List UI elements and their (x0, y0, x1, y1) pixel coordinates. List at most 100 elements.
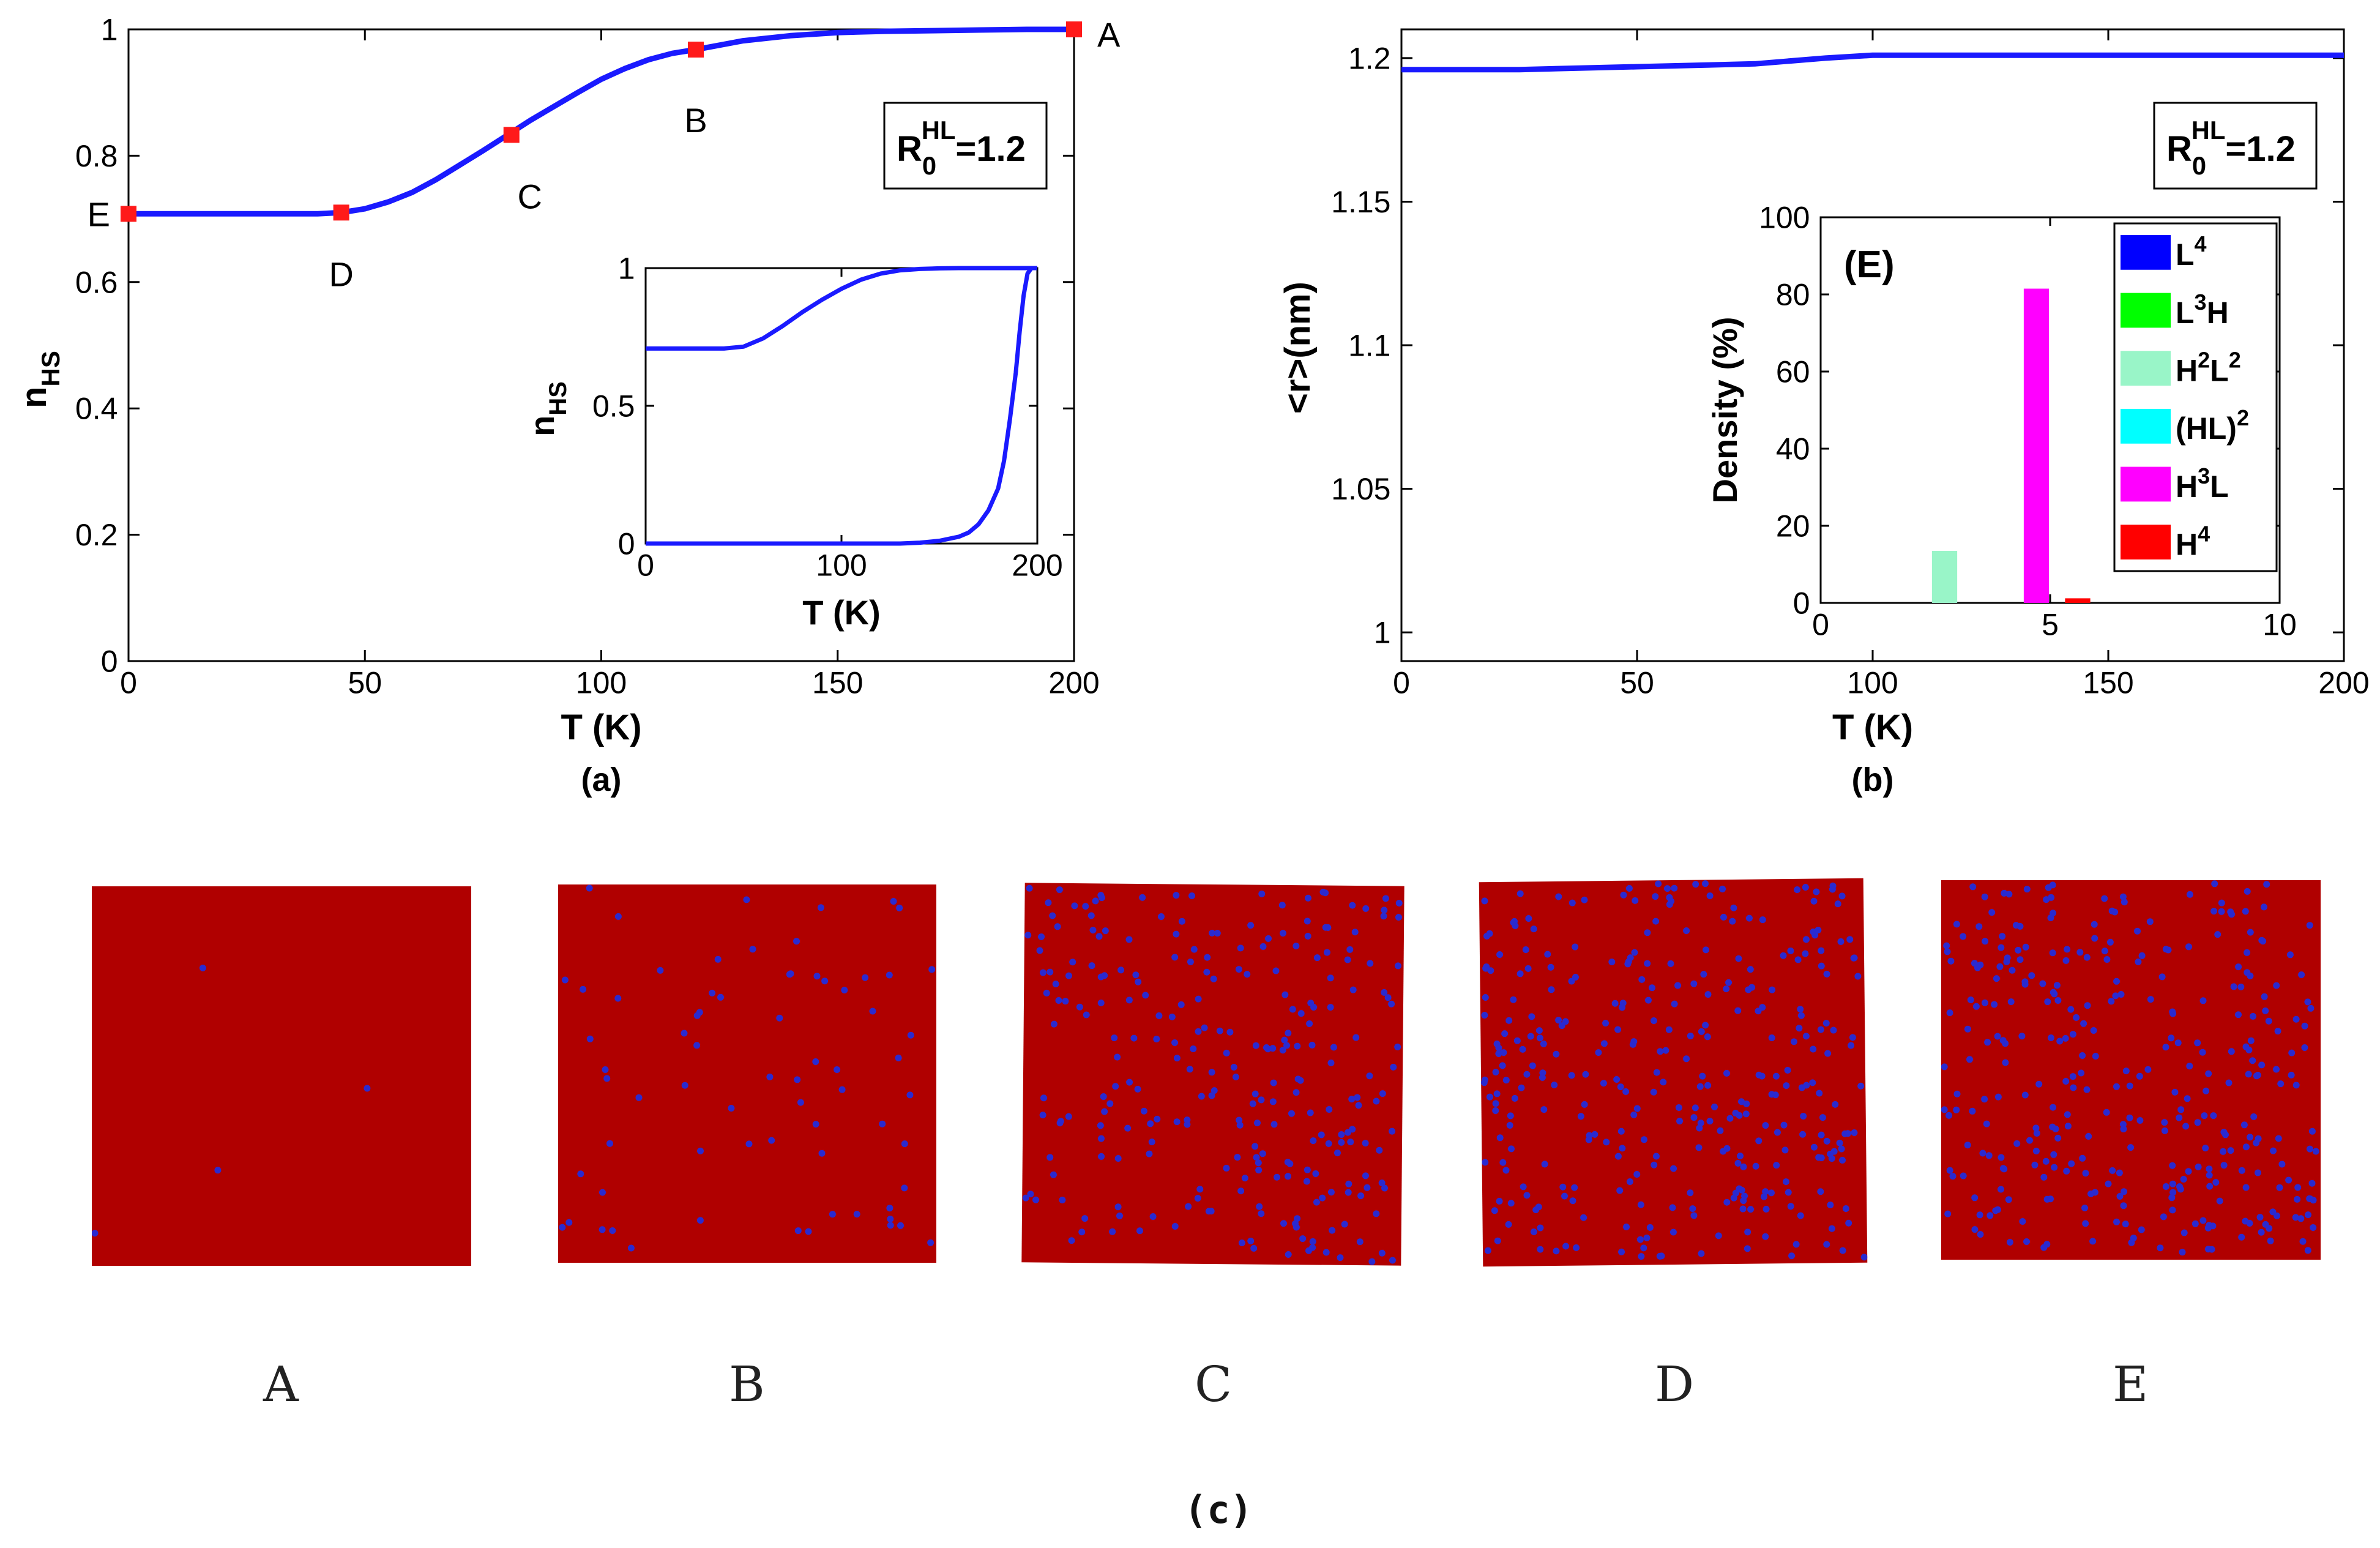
defect-dot (1752, 1162, 1759, 1170)
defect-dot (1994, 1093, 2002, 1101)
panel-a-ytick-label: 0 (101, 645, 118, 679)
defect-dot (2227, 908, 2234, 916)
defect-dot (1256, 1203, 1263, 1210)
defect-dot (1362, 1172, 1369, 1180)
defect-dot (1059, 1196, 1066, 1203)
snapshot-D (1479, 878, 1868, 1267)
defect-dot (2047, 1034, 2054, 1041)
defect-dot (2161, 1119, 2168, 1126)
defect-dot (1480, 1079, 1488, 1086)
panel-b-inset-ytick-label: 20 (1776, 509, 1810, 544)
defect-dot (1666, 901, 1673, 908)
defect-dot (1823, 1241, 1830, 1248)
defect-dot (1818, 1131, 1825, 1139)
defect-dot (1780, 1121, 1788, 1129)
defect-dot (1800, 1112, 1807, 1120)
defect-dot (2285, 1176, 2292, 1184)
defect-dot (1972, 1003, 1980, 1010)
defect-dot (1979, 1150, 1986, 1157)
defect-dot (1394, 1043, 1401, 1050)
defect-dot (1943, 942, 1950, 949)
defect-dot (1499, 1159, 1507, 1166)
legend-swatch-L3H (2121, 293, 2171, 328)
defect-dot (1195, 1028, 1202, 1035)
point-marker-E (121, 206, 136, 222)
defect-dot (1706, 892, 1714, 899)
defect-dot (1837, 938, 1845, 945)
defect-dot (1204, 954, 1211, 961)
defect-dot (1519, 1045, 1526, 1053)
defect-dot (1496, 1197, 1503, 1205)
defect-dot (1851, 954, 1858, 962)
defect-dot (2218, 908, 2225, 915)
defect-dot (1307, 1109, 1314, 1116)
defect-dot (1650, 1017, 1657, 1025)
defect-dot (2062, 957, 2070, 964)
defect-dot (1619, 1145, 1626, 1152)
defect-dot (2169, 1162, 2176, 1169)
defect-dot (1308, 1041, 1316, 1049)
panel-b-inset-ytick-label: 60 (1776, 355, 1810, 389)
defect-dot (1699, 1072, 1706, 1080)
defect-dot (2292, 1015, 2300, 1023)
defect-dot (1380, 913, 1387, 920)
defect-dot (1723, 1198, 1731, 1206)
defect-dot (1208, 1092, 1215, 1099)
defect-dot (1196, 1186, 1204, 1193)
defect-dot (1633, 1171, 1641, 1178)
defect-dot (1502, 1167, 1510, 1174)
defect-dot (364, 1085, 371, 1092)
defect-dot (1281, 1036, 1288, 1044)
defect-dot (2013, 1140, 2021, 1147)
defect-dot (1838, 892, 1846, 900)
defect-dot (1698, 1250, 1705, 1257)
defect-dot (717, 993, 724, 1001)
defect-dot (1071, 902, 1078, 910)
defect-dot (1744, 1245, 1751, 1252)
defect-dot (1252, 1042, 1259, 1049)
defect-dot (2240, 1121, 2248, 1129)
panel-a-caption: (a) (581, 761, 622, 798)
defect-dot (2121, 1188, 2127, 1195)
defect-dot (1325, 1140, 1332, 1147)
defect-dot (1481, 897, 1488, 905)
defect-dot (2120, 1202, 2127, 1210)
defect-dot (2162, 1183, 2169, 1190)
defect-dot (1732, 1110, 1739, 1117)
defect-dot (1520, 1183, 1527, 1191)
legend-sup-L4: 4 (2195, 231, 2207, 256)
defect-dot (2168, 1194, 2176, 1202)
defect-dot (2214, 931, 2221, 938)
defect-dot (1828, 1225, 1835, 1232)
defect-dot (1759, 1004, 1766, 1011)
defect-dot (1195, 995, 1202, 1003)
point-label-D: D (329, 255, 353, 293)
defect-dot (1949, 1173, 1957, 1180)
defect-dot (1827, 1202, 1834, 1209)
defect-dot (2062, 1034, 2069, 1042)
defect-dot (2126, 1082, 2133, 1090)
defect-dot (1692, 881, 1699, 888)
defect-dot (1810, 897, 1818, 905)
defect-dot (2205, 1070, 2212, 1077)
defect-dot (1022, 1194, 1029, 1202)
defect-dot (1665, 1026, 1673, 1033)
defect-dot (2292, 1214, 2299, 1221)
panel-b-xlabel: T (K) (1832, 708, 1913, 747)
defect-dot (887, 1216, 894, 1222)
panel-b-inset-label: (E) (1844, 244, 1895, 286)
panel-b-xtick-label: 200 (2318, 666, 2369, 700)
defect-dot (1280, 1220, 1287, 1227)
defect-dot (896, 904, 903, 911)
defect-dot (1644, 996, 1652, 1004)
defect-dot (1140, 1107, 1147, 1115)
panel-a-inset-ytick-label: 1 (618, 252, 635, 286)
defect-dot (1259, 1150, 1266, 1157)
defect-dot (2050, 1104, 2057, 1111)
defect-dot (2220, 1148, 2227, 1155)
defect-dot (838, 1086, 846, 1093)
defect-dot (586, 884, 593, 892)
defect-dot (1720, 913, 1727, 921)
defect-dot (1038, 933, 1045, 940)
defect-dot (1669, 1204, 1676, 1211)
